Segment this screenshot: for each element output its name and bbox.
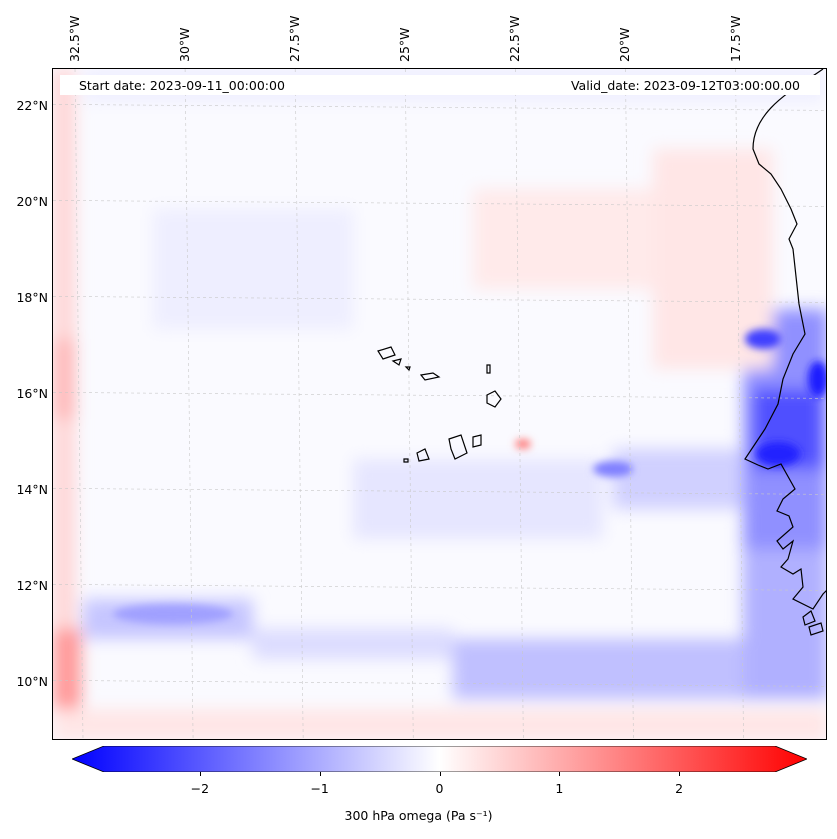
colorbar-body [72,746,807,772]
latitude-tick-label: 12°N [16,578,48,594]
colorbar-label: 300 hPa omega (Pa s⁻¹) [344,808,493,823]
colorbar-tick-mark [439,772,441,776]
meridian-line [404,69,414,739]
longitude-tick-label: 22.5°W [507,15,523,62]
start-date-label: Start date: 2023-09-11_00:00:00 [79,78,285,93]
latitude-tick-label: 18°N [16,290,48,306]
latitude-tick-label: 10°N [16,674,48,690]
latitude-tick-label: 20°N [16,194,48,210]
colorbar-tick-mark [319,772,321,776]
map-canvas [53,69,826,739]
meridian-line [515,69,524,739]
colorbar-tick-label: 1 [555,781,564,796]
latitude-tick-label: 14°N [16,482,48,498]
latitude-tick-label: 16°N [16,386,48,402]
meridian-line [294,69,304,739]
longitude-tick-label: 20°W [617,27,633,62]
meridian-line [735,69,744,739]
date-info-bar [60,75,820,95]
longitude-tick-label: 30°W [177,27,193,62]
coastline [377,69,826,636]
parallel-line [53,584,826,591]
map-panel [52,68,827,740]
colorbar-tick-label: −1 [310,781,329,796]
longitude-tick-label: 32.5°W [67,15,83,62]
parallel-line [53,392,826,399]
meridian-line [74,69,84,739]
omega-field [53,69,826,739]
colorbar-tick-mark [199,772,201,776]
meridian-line [625,69,634,739]
colorbar-tick-mark [559,772,561,776]
longitude-tick-label: 25°W [397,27,413,62]
longitude-tick-label: 27.5°W [287,15,303,62]
map-gridlines [53,69,826,739]
valid-date-label: Valid_date: 2023-09-12T03:00:00.00 [570,78,800,93]
colorbar-tick-label: 2 [675,781,684,796]
colorbar-tick-label: 0 [435,781,444,796]
meridian-line [184,69,194,739]
longitude-tick-label: 17.5°W [727,15,743,62]
colorbar-tick-mark [679,772,681,776]
latitude-tick-label: 22°N [16,98,48,114]
parallel-line [53,104,826,111]
colorbar-tick-label: −2 [190,781,210,796]
colorbar [72,746,807,772]
